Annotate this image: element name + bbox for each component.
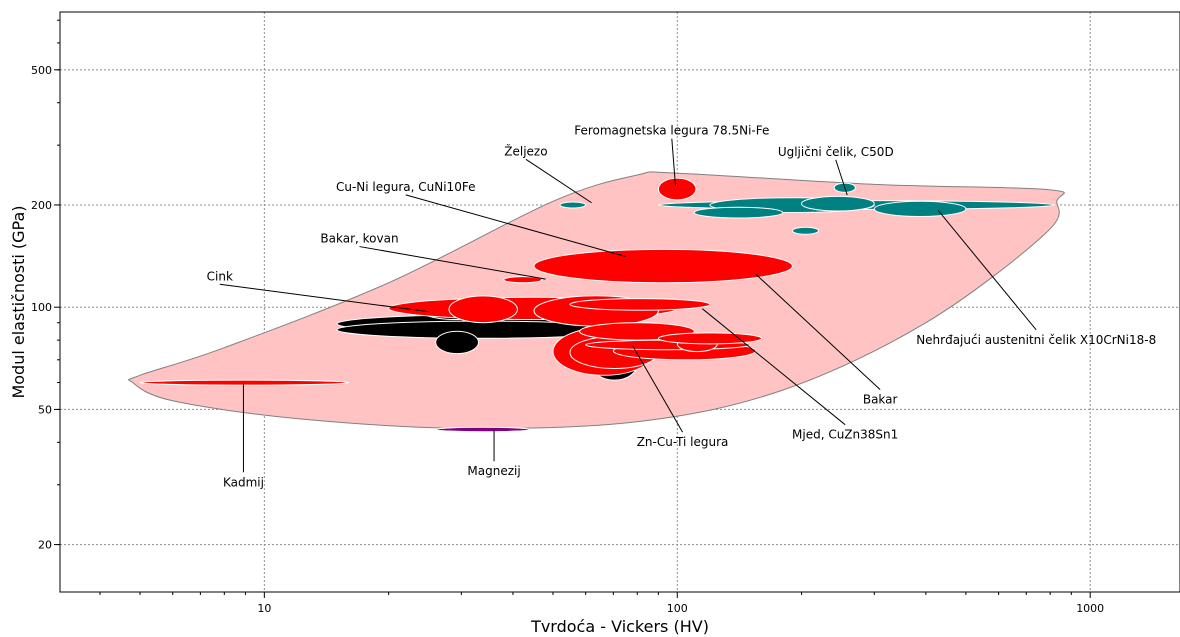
annotation-leader — [405, 194, 626, 258]
annotation-leader — [359, 246, 546, 280]
y-axis-title: Modul elastičnosti (GPa) — [9, 205, 28, 398]
material-bubble-zinc — [435, 330, 480, 355]
material-bubble-steel — [693, 206, 784, 219]
y-tick-label: 20 — [38, 539, 52, 552]
material-bubble-copper — [533, 248, 793, 284]
y-tick-label: 200 — [31, 199, 52, 212]
annotation-label: Bakar, kovan — [320, 232, 398, 246]
annotation-layer: Željezo Feromagnetska legura 78.5Ni-Fe Ugl… — [207, 124, 1157, 490]
annotation-leader — [219, 283, 429, 313]
annotation-label: Kadmij — [223, 475, 264, 489]
annotation-label: Ugljični čelik, C50D — [778, 145, 894, 159]
y-tick-label: 50 — [38, 403, 52, 416]
x-tick-label: 10 — [257, 602, 271, 615]
annotation-label: Bakar — [863, 393, 898, 407]
annotation-leader — [671, 138, 676, 186]
x-axis-title: Tvrdoća - Vickers (HV) — [530, 617, 709, 636]
material-bubble-cadmium — [139, 379, 350, 386]
plot-frame — [59, 11, 1180, 593]
x-tick-label: 1000 — [1076, 602, 1104, 615]
annotation-leader — [632, 345, 683, 433]
annotation-label: Cu-Ni legura, CuNi10Fe — [336, 180, 476, 194]
material-bubble-copper — [657, 332, 763, 345]
material-bubble-magnesium — [435, 426, 531, 433]
material-bubble-copper — [657, 177, 697, 201]
annotation-label: Cink — [207, 269, 233, 283]
material-bubble-steel — [801, 195, 875, 212]
x-tick-label: 100 — [667, 602, 688, 615]
material-bubble-steel — [559, 201, 587, 209]
material-bubble-copper — [569, 298, 711, 311]
annotation-label: Zn-Cu-Ti legura — [637, 435, 729, 449]
annotation-label: Mjed, CuZn38Sn1 — [792, 428, 898, 442]
annotation-leader — [937, 209, 1037, 331]
annotation-label: Feromagnetska legura 78.5Ni-Fe — [574, 124, 769, 138]
annotation-leader — [702, 308, 846, 426]
axis-ticks: 10 100 1000 20 50 100 200 500 — [31, 19, 1104, 615]
y-tick-label: 500 — [31, 64, 52, 77]
material-bubble-steel — [873, 200, 967, 217]
annotation-label: Željezo — [504, 143, 547, 158]
y-tick-label: 100 — [31, 301, 52, 314]
annotation-label: Nehrđajući austenitni čelik X10CrNi18-8 — [916, 333, 1156, 347]
material-bubble-copper — [503, 276, 543, 284]
annotation-leader — [835, 159, 848, 196]
material-bubble-copper — [448, 295, 518, 324]
annotation-leader — [525, 158, 592, 204]
material-bubble-steel — [791, 226, 820, 235]
bubble-layer — [139, 177, 1056, 433]
annotation-leader — [755, 273, 881, 391]
annotation-label: Magnezij — [467, 464, 520, 478]
